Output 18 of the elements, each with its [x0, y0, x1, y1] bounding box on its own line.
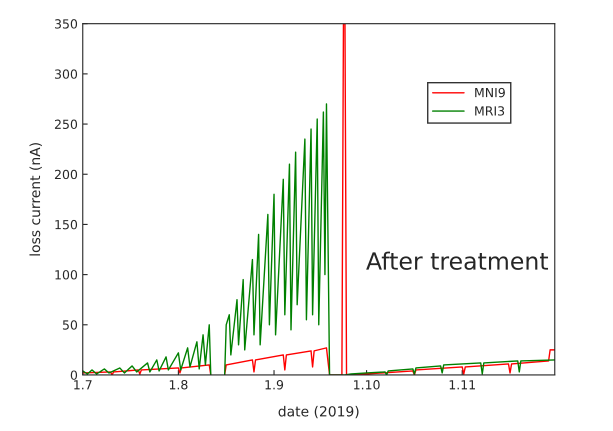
- x-axis-title: date (2019): [278, 406, 359, 418]
- x-tick-label: 1.8: [170, 380, 188, 390]
- y-tick-label: 200: [54, 170, 78, 180]
- y-tick-label: 0: [70, 370, 78, 380]
- x-tick-label: 1.11: [450, 380, 475, 390]
- y-axis-title: loss current (nA): [29, 143, 42, 256]
- x-tick-label: 1.7: [74, 380, 92, 390]
- y-tick-label: 100: [55, 270, 78, 280]
- y-tick-label: 50: [62, 320, 78, 330]
- x-tick-label: 1.10: [354, 380, 380, 390]
- legend-label: MRI3: [475, 106, 504, 116]
- y-tick-label: 150: [55, 220, 78, 230]
- annotation: After treatment: [366, 252, 548, 270]
- y-tick-label: 250: [54, 120, 78, 129]
- y-tick-label: 300: [54, 69, 78, 79]
- legend-label: MNI9: [475, 88, 505, 98]
- y-tick-label: 350: [54, 19, 78, 29]
- x-tick-label: 1.9: [265, 380, 284, 390]
